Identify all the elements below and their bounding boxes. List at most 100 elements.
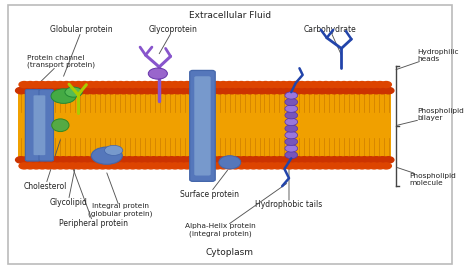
Circle shape: [341, 157, 352, 163]
Circle shape: [227, 157, 237, 163]
Circle shape: [128, 163, 138, 169]
FancyBboxPatch shape: [190, 70, 215, 181]
Circle shape: [206, 163, 217, 169]
Circle shape: [194, 82, 204, 88]
Circle shape: [299, 157, 310, 163]
Circle shape: [170, 82, 180, 88]
Circle shape: [34, 87, 45, 94]
Circle shape: [190, 87, 201, 94]
Circle shape: [375, 163, 385, 169]
Circle shape: [224, 163, 235, 169]
Circle shape: [58, 87, 69, 94]
Ellipse shape: [285, 105, 298, 112]
Circle shape: [76, 87, 87, 94]
Circle shape: [124, 157, 135, 163]
Circle shape: [176, 82, 186, 88]
Circle shape: [94, 87, 105, 94]
FancyBboxPatch shape: [39, 90, 54, 161]
Circle shape: [351, 163, 361, 169]
Ellipse shape: [219, 156, 241, 169]
Circle shape: [242, 82, 253, 88]
Circle shape: [154, 157, 165, 163]
Circle shape: [70, 157, 81, 163]
Ellipse shape: [285, 92, 298, 99]
Circle shape: [291, 82, 301, 88]
Circle shape: [172, 87, 183, 94]
Circle shape: [254, 163, 264, 169]
Circle shape: [25, 163, 36, 169]
Circle shape: [333, 82, 343, 88]
Circle shape: [371, 157, 382, 163]
Circle shape: [260, 82, 271, 88]
Circle shape: [218, 163, 228, 169]
Circle shape: [305, 87, 316, 94]
Circle shape: [82, 87, 93, 94]
Circle shape: [302, 82, 313, 88]
Text: Surface protein: Surface protein: [180, 170, 239, 199]
Circle shape: [363, 82, 373, 88]
Circle shape: [103, 82, 114, 88]
Circle shape: [88, 157, 99, 163]
Text: Cytoplasm: Cytoplasm: [206, 248, 254, 257]
Circle shape: [85, 163, 96, 169]
Circle shape: [208, 157, 219, 163]
Circle shape: [188, 82, 198, 88]
Circle shape: [67, 82, 78, 88]
Ellipse shape: [285, 112, 298, 119]
Circle shape: [365, 87, 376, 94]
Circle shape: [67, 163, 78, 169]
Circle shape: [377, 157, 388, 163]
Ellipse shape: [285, 118, 298, 126]
Circle shape: [335, 87, 346, 94]
Circle shape: [329, 87, 340, 94]
Circle shape: [91, 163, 102, 169]
Circle shape: [134, 82, 144, 88]
Circle shape: [98, 163, 108, 169]
Circle shape: [148, 157, 159, 163]
Circle shape: [64, 87, 75, 94]
Circle shape: [254, 82, 264, 88]
Circle shape: [46, 157, 56, 163]
Ellipse shape: [65, 87, 82, 97]
Text: Phospholipid
molecule: Phospholipid molecule: [397, 168, 456, 186]
Circle shape: [172, 157, 183, 163]
Circle shape: [310, 157, 322, 163]
Ellipse shape: [51, 89, 76, 103]
Circle shape: [329, 157, 340, 163]
Circle shape: [94, 157, 105, 163]
Circle shape: [196, 157, 207, 163]
Circle shape: [287, 157, 298, 163]
Circle shape: [381, 82, 392, 88]
Circle shape: [369, 163, 379, 169]
Circle shape: [281, 157, 292, 163]
Circle shape: [335, 157, 346, 163]
Circle shape: [40, 87, 51, 94]
Circle shape: [245, 157, 255, 163]
Circle shape: [152, 82, 162, 88]
Circle shape: [160, 87, 171, 94]
Circle shape: [323, 87, 334, 94]
Circle shape: [256, 87, 267, 94]
Circle shape: [140, 82, 150, 88]
Circle shape: [238, 157, 249, 163]
Circle shape: [299, 87, 310, 94]
Circle shape: [220, 157, 231, 163]
Circle shape: [118, 87, 129, 94]
Circle shape: [309, 82, 319, 88]
Circle shape: [27, 87, 38, 94]
Text: Glycolipid: Glycolipid: [49, 157, 87, 207]
Circle shape: [345, 163, 355, 169]
Circle shape: [40, 157, 51, 163]
Circle shape: [292, 157, 303, 163]
Circle shape: [194, 163, 204, 169]
Circle shape: [263, 157, 273, 163]
Circle shape: [281, 87, 292, 94]
Circle shape: [182, 163, 192, 169]
Circle shape: [327, 82, 337, 88]
Text: Protein channel
(transport protein): Protein channel (transport protein): [27, 55, 95, 83]
Circle shape: [287, 87, 298, 94]
Circle shape: [248, 163, 259, 169]
Text: Extracellular Fluid: Extracellular Fluid: [189, 11, 271, 20]
Circle shape: [130, 87, 141, 94]
Circle shape: [98, 82, 108, 88]
